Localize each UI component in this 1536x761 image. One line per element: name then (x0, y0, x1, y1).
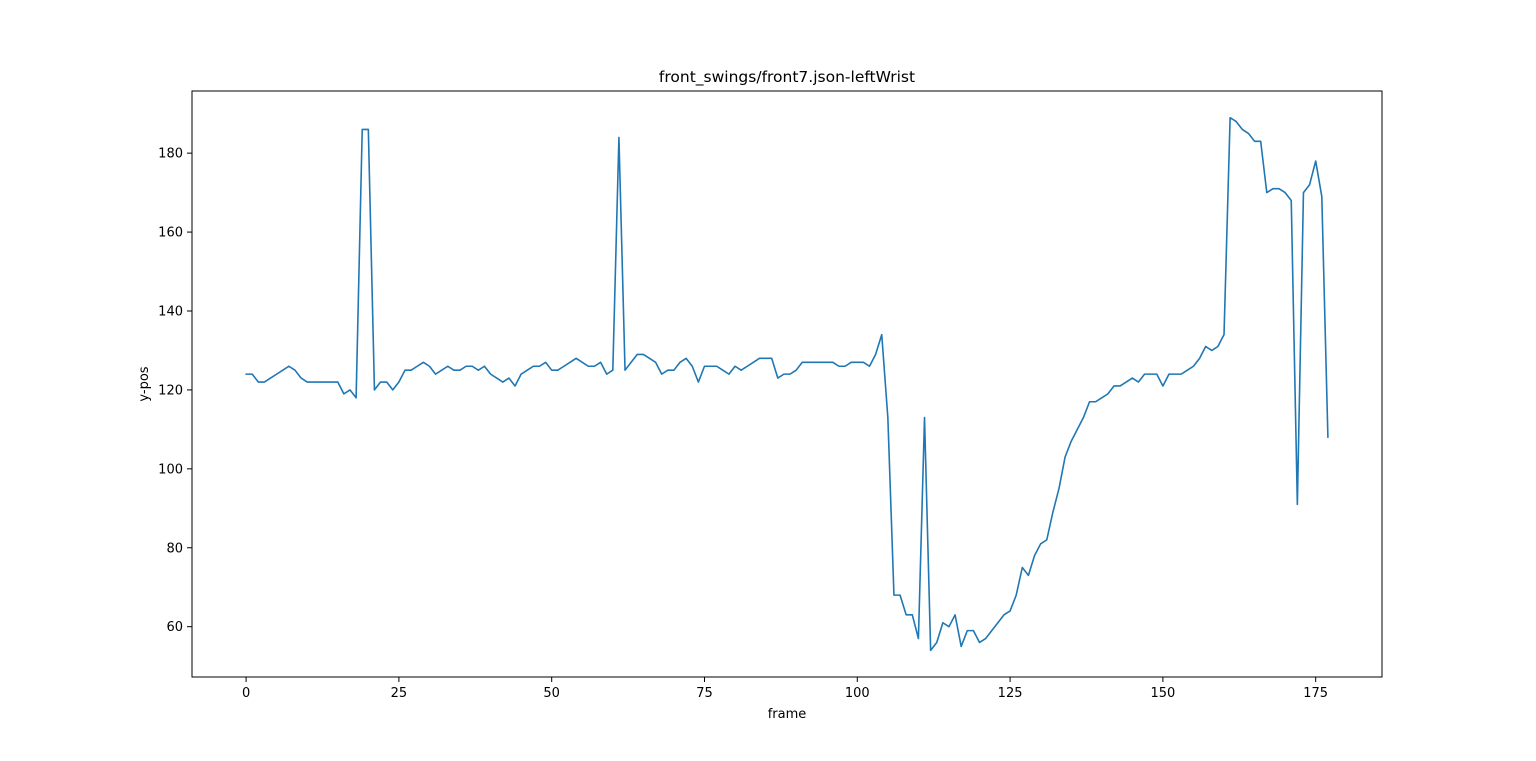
axis-ticks: 0 25 50 75 100 125 150 175 60 80 100 120 140 160 180 (158, 147, 1328, 701)
y-tick-label: 160 (158, 226, 183, 241)
chart-title: front_swings/front7.json-leftWrist (659, 68, 915, 87)
x-tick-label: 100 (845, 686, 870, 701)
y-tick-label: 140 (158, 304, 183, 319)
x-tick-label: 125 (998, 686, 1023, 701)
y-tick-label: 180 (158, 147, 183, 162)
y-tick-label: 100 (158, 462, 183, 477)
y-axis-label: y-pos (137, 366, 152, 401)
y-tick-label: 80 (166, 541, 183, 556)
x-tick-label: 150 (1150, 686, 1175, 701)
x-tick-label: 75 (696, 686, 713, 701)
y-tick-label: 120 (158, 383, 183, 398)
x-axis-label: frame (768, 707, 807, 722)
x-tick-label: 50 (543, 686, 560, 701)
x-tick-label: 25 (391, 686, 408, 701)
x-tick-label: 175 (1303, 686, 1328, 701)
plot-frame (191, 90, 1383, 678)
series-line-0 (245, 116, 1329, 652)
y-tick-label: 60 (166, 620, 183, 635)
x-tick-label: 0 (242, 686, 250, 701)
plot-area (191, 90, 1383, 678)
